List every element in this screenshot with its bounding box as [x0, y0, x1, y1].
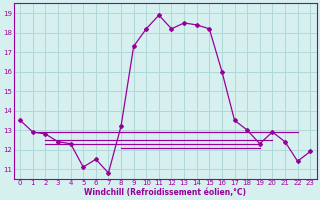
- X-axis label: Windchill (Refroidissement éolien,°C): Windchill (Refroidissement éolien,°C): [84, 188, 246, 197]
